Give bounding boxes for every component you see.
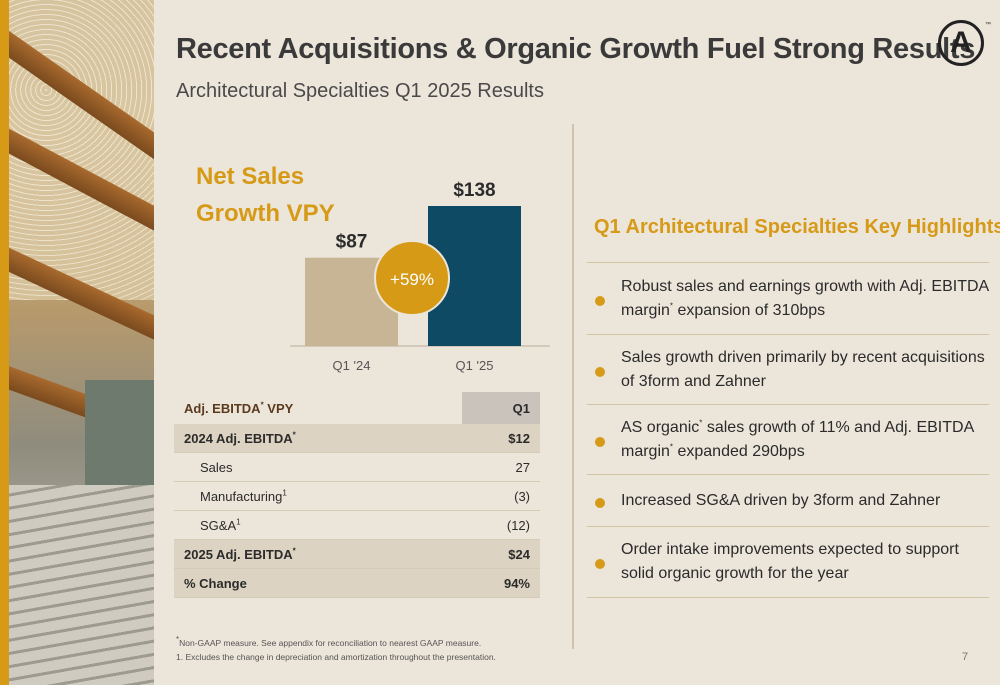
table-row-label: 2025 Adj. EBITDA* — [184, 546, 296, 562]
highlight-text: Order intake improvements expected to su… — [621, 541, 959, 582]
trademark-mark: ™ — [985, 22, 991, 28]
table-row-label: Manufacturing1 — [200, 488, 287, 504]
logo-letter: A — [950, 26, 972, 59]
table-row-label: Sales — [200, 459, 233, 475]
table-row-value: (12) — [506, 517, 530, 533]
table-column-q1: Q1 — [462, 392, 540, 424]
table-row: SG&A1 (12) — [174, 511, 540, 540]
table-row-value: $12 — [508, 430, 530, 446]
footnote-star-text: Non-GAAP measure. See appendix for recon… — [179, 638, 482, 648]
net-sales-title-line1: Net Sales — [196, 163, 305, 190]
atrium-photo — [0, 0, 154, 685]
highlights-title: Q1 Architectural Specialties Key Highlig… — [594, 216, 1000, 238]
highlight-text: Sales growth driven primarily by recent … — [621, 348, 985, 390]
bullet-dot-icon — [595, 497, 605, 508]
bar-value-label: $138 — [453, 180, 495, 201]
table-row-value: 27 — [515, 459, 530, 475]
x-tick-label: Q1 '25 — [456, 358, 494, 373]
table-row-label: 2024 Adj. EBITDA* — [184, 430, 296, 446]
highlight-item: Increased SG&A driven by 3form and Zahne… — [587, 474, 989, 526]
header-label-sup: * — [260, 400, 264, 410]
x-tick-label: Q1 '24 — [333, 358, 371, 373]
ebitda-table: Adj. EBITDA* VPY Q1 2024 Adj. EBITDA* $12… — [174, 392, 540, 598]
footnote-star: *Non-GAAP measure. See appendix for reco… — [176, 636, 496, 650]
net-sales-title: Net Sales Growth VPY — [196, 158, 346, 232]
net-sales-bar-chart: $87 Q1 '24 $138 Q1 '25 +59% — [290, 180, 550, 373]
page-title: Recent Acquisitions & Organic Growth Fue… — [176, 33, 976, 65]
footnote-1: 1. Excludes the change in depreciation a… — [176, 652, 496, 662]
table-header-label: Adj. EBITDA* VPY — [174, 401, 293, 416]
highlight-text: Robust sales and earnings growth with Ad… — [621, 277, 989, 319]
growth-badge-label: +59% — [390, 270, 434, 289]
highlight-item: Order intake improvements expected to su… — [587, 526, 989, 598]
gold-accent-bar — [0, 0, 9, 685]
company-logo-icon: A — [938, 20, 984, 66]
table-row: 2024 Adj. EBITDA* $12 — [174, 424, 540, 453]
table-row-value: $24 — [508, 546, 530, 562]
highlights-list: Robust sales and earnings growth with Ad… — [587, 262, 989, 598]
highlight-item: Sales growth driven primarily by recent … — [587, 334, 989, 404]
bullet-dot-icon — [595, 559, 605, 569]
highlight-item: AS organic* sales growth of 11% and Adj.… — [587, 404, 989, 474]
header-label-text: Adj. EBITDA — [184, 400, 261, 416]
footnote-star-sup: * — [176, 635, 180, 645]
table-row-value: 94% — [503, 575, 530, 591]
table-row: 2025 Adj. EBITDA* $24 — [174, 540, 540, 569]
page-number: 7 — [962, 651, 969, 663]
net-sales-title-line2: Growth VPY — [196, 200, 335, 227]
bar-value-label: $87 — [336, 232, 368, 253]
footnotes: *Non-GAAP measure. See appendix for reco… — [176, 636, 496, 664]
highlight-text: AS organic* sales growth of 11% and Adj.… — [621, 418, 974, 460]
highlight-text: Increased SG&A driven by 3form and Zahne… — [621, 491, 941, 509]
table-row: % Change 94% — [174, 569, 540, 598]
table-row: Sales 27 — [174, 453, 540, 482]
table-row-label: % Change — [184, 575, 247, 591]
table-header-row: Adj. EBITDA* VPY Q1 — [174, 392, 540, 424]
highlight-item: Robust sales and earnings growth with Ad… — [587, 262, 989, 334]
header-label-suffix: VPY — [263, 400, 294, 416]
bullet-dot-icon — [595, 366, 605, 377]
bullet-dot-icon — [595, 436, 605, 447]
table-row-value: (3) — [514, 488, 530, 504]
page-subtitle: Architectural Specialties Q1 2025 Result… — [176, 80, 544, 102]
growth-badge — [374, 240, 450, 316]
table-row-label: SG&A1 — [200, 517, 241, 533]
column-divider — [572, 124, 574, 649]
bullet-dot-icon — [595, 295, 605, 306]
table-row: Manufacturing1 (3) — [174, 482, 540, 511]
